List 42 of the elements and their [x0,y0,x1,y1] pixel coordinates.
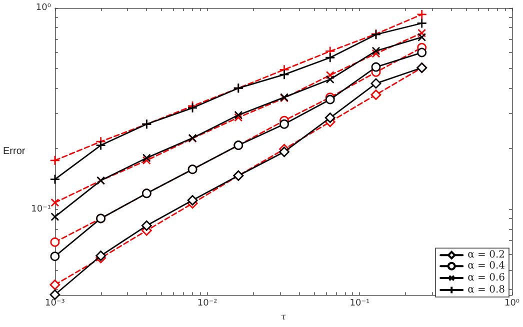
point [142,156,151,165]
legend-label: α = 0.8 [468,284,506,296]
point [96,140,106,150]
x-tick-label: 10⁻³ [45,298,66,309]
point [418,28,426,38]
point [418,32,426,42]
point [50,237,60,247]
point [370,90,382,100]
point [416,9,428,20]
point [372,46,380,56]
point [279,69,290,80]
point [279,146,290,158]
point [234,113,243,122]
point [50,252,60,262]
point [372,49,380,58]
point [324,112,336,123]
point [96,250,106,261]
legend-label: α = 0.2 [468,250,506,261]
point [141,220,152,231]
y-axis-title: Error [2,146,26,158]
point [50,198,60,207]
point [370,78,382,89]
point [326,75,334,84]
x-tick-label: 10⁰ [504,298,520,309]
legend-label: α = 0.6 [468,272,506,284]
point [324,52,336,63]
point [50,280,60,290]
point [234,110,243,120]
point [416,18,428,28]
point [187,195,198,206]
point [280,119,289,129]
point [371,62,381,72]
point [142,154,151,162]
point [417,48,427,58]
point [326,70,334,80]
x-axis-title: τ [280,312,287,322]
point [50,174,60,184]
x-tick-label: 10⁻¹ [350,298,370,309]
point [50,212,60,222]
x-tick-label: 10⁻² [197,298,218,309]
point [50,155,60,166]
legend-label: α = 0.4 [468,260,506,272]
